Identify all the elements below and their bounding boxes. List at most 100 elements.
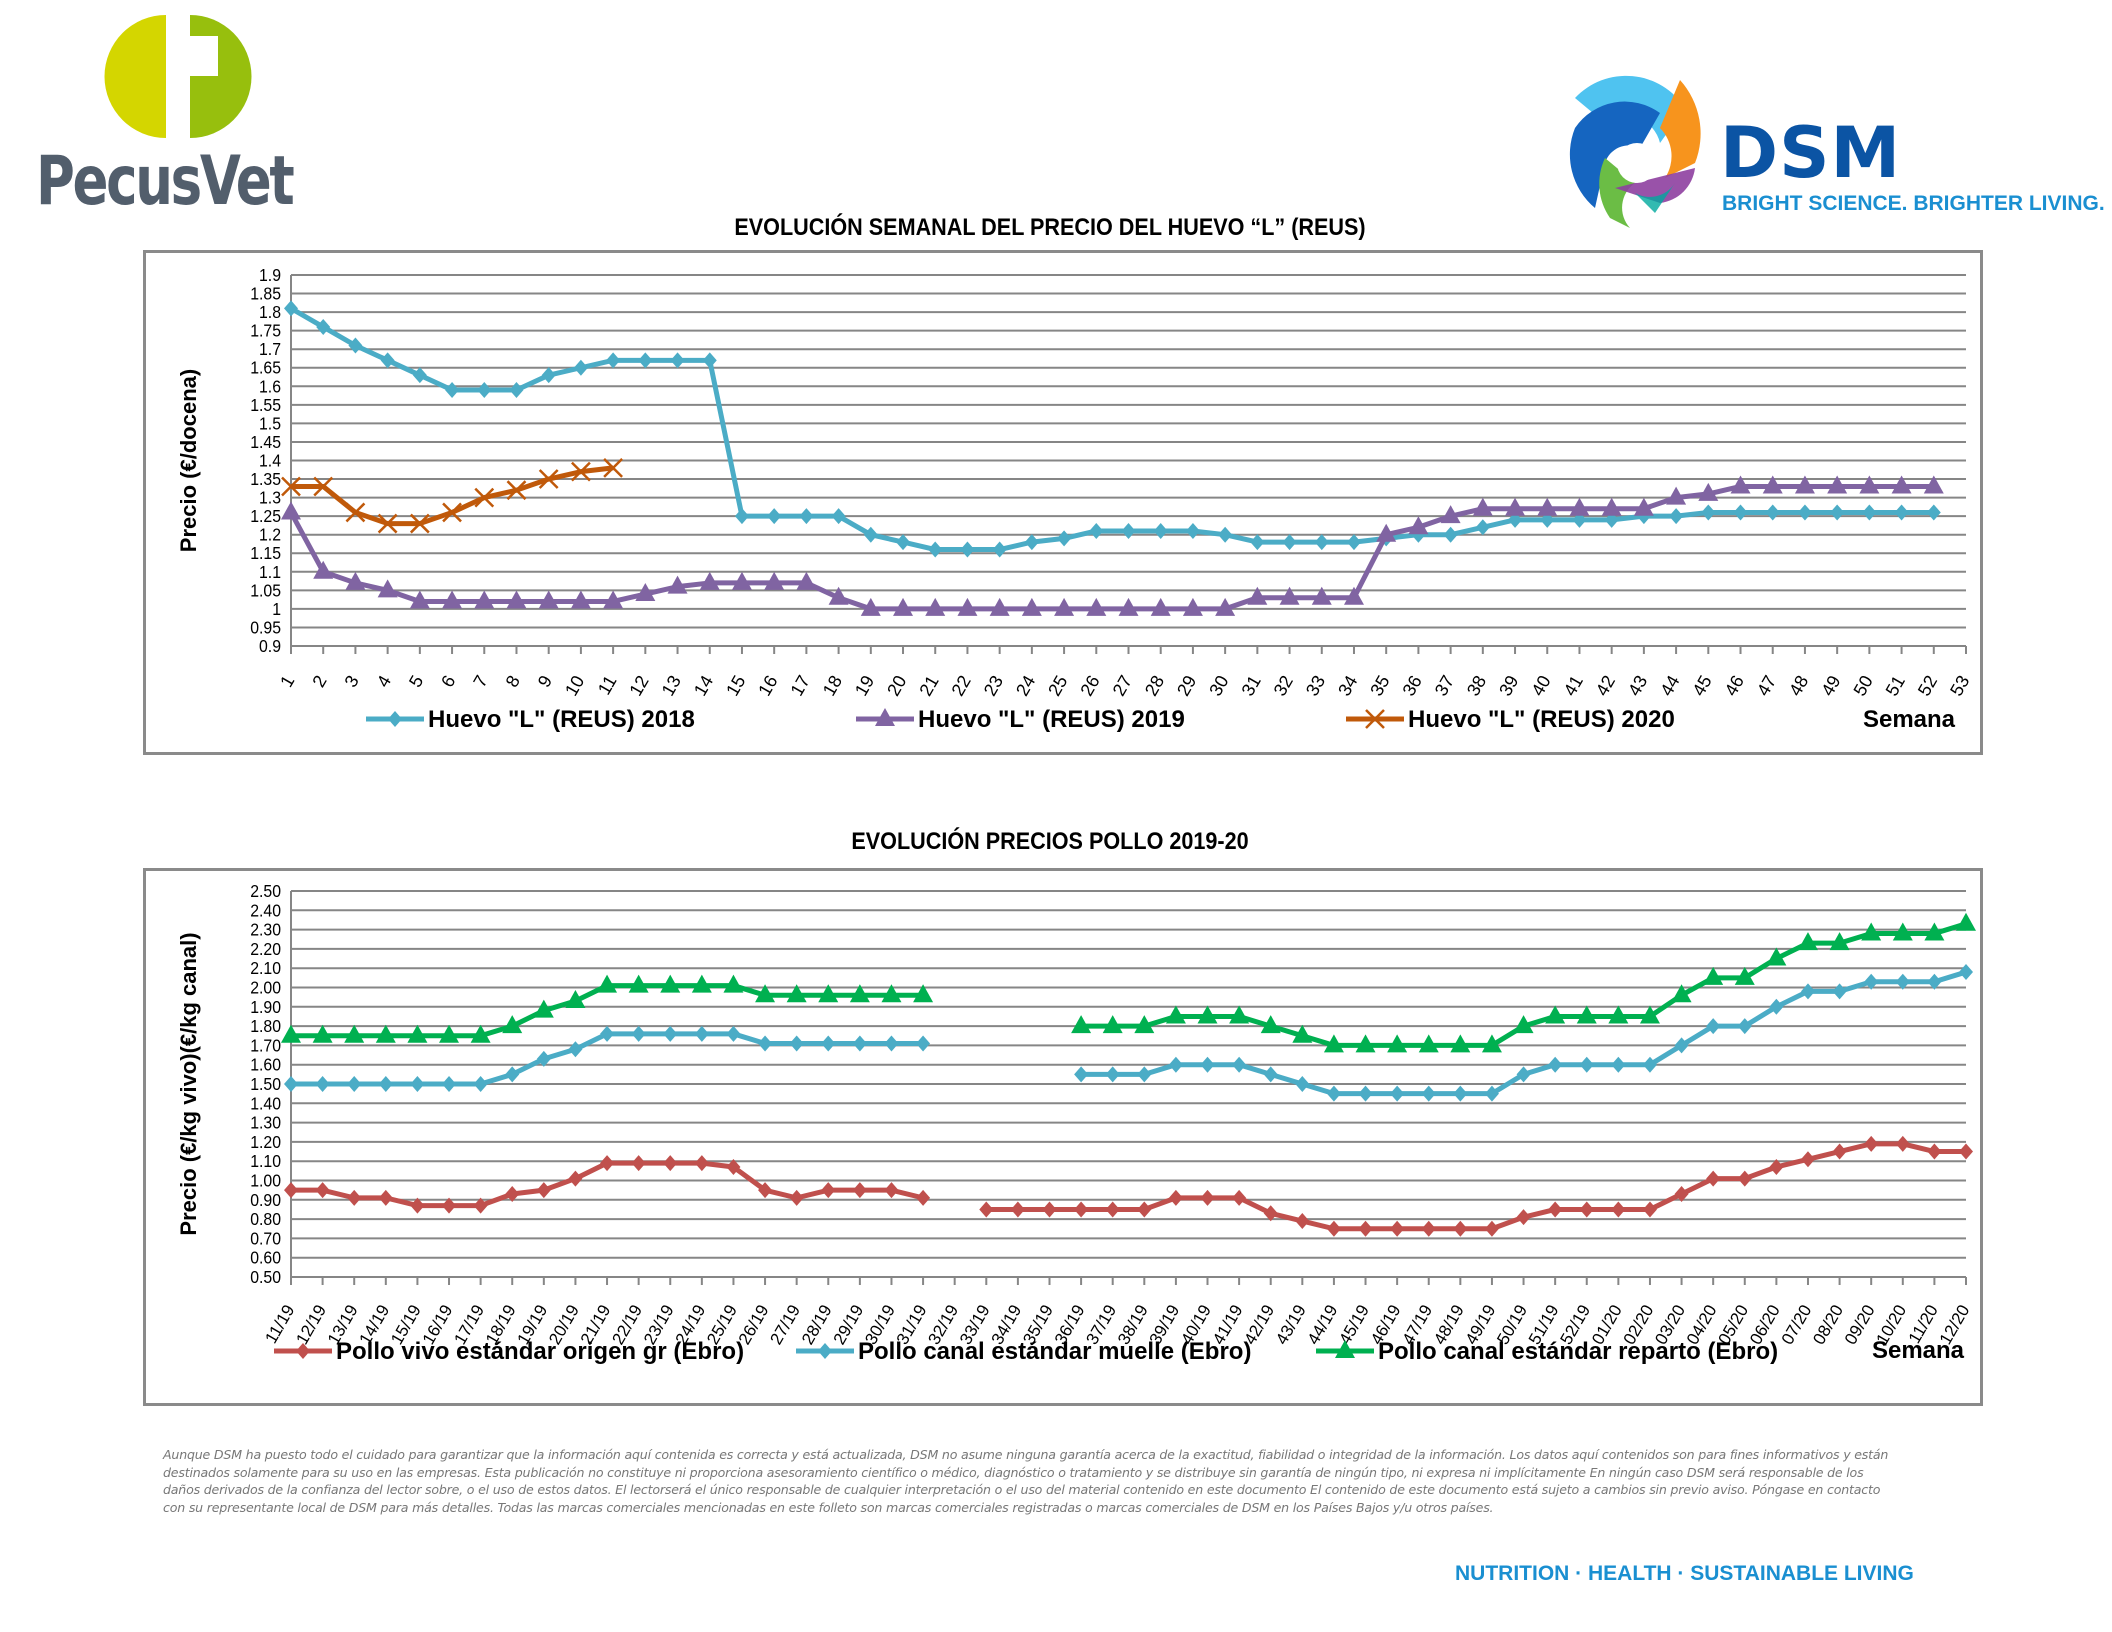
y-tick-label: 1.30	[250, 1113, 281, 1133]
data-point	[896, 534, 911, 551]
data-point	[723, 974, 744, 993]
data-point	[1548, 1201, 1563, 1218]
data-point	[1734, 966, 1755, 985]
y-tick-label: 2.10	[250, 958, 281, 978]
data-point	[631, 1155, 646, 1172]
data-point	[758, 1035, 773, 1052]
data-point	[786, 984, 807, 1003]
data-point	[1891, 475, 1912, 494]
data-point	[344, 1024, 365, 1043]
data-point	[603, 590, 624, 609]
data-point	[1165, 1005, 1186, 1024]
y-tick-label: 1.40	[250, 1093, 281, 1113]
y-tick-label: 2.00	[250, 978, 281, 998]
data-point	[538, 590, 559, 609]
data-point	[281, 1024, 301, 1043]
data-point	[796, 571, 817, 590]
data-point	[1604, 511, 1619, 528]
data-point	[1569, 497, 1590, 516]
y-tick-label: 1.8	[259, 302, 281, 322]
data-point	[667, 575, 688, 594]
data-point	[409, 513, 430, 534]
y-tick-label: 1.85	[250, 284, 281, 304]
data-point	[916, 1189, 931, 1206]
data-point	[1579, 1056, 1594, 1073]
y-tick-label: 1.10	[250, 1151, 281, 1171]
data-point	[1250, 534, 1265, 551]
data-point	[315, 1182, 330, 1199]
x-tick-label: 18	[819, 672, 846, 699]
data-point	[284, 300, 298, 317]
x-tick-label: 35	[1366, 672, 1393, 699]
data-point	[1358, 1085, 1373, 1102]
data-point	[1762, 475, 1783, 494]
x-tick-label: 52	[1914, 672, 1941, 699]
y-tick-label: 1.15	[250, 543, 281, 563]
gridlines	[291, 890, 1966, 1278]
y-tick-label: 1.75	[250, 321, 281, 341]
legend-marker	[388, 711, 402, 727]
data-point	[1042, 1201, 1057, 1218]
data-point	[1355, 1034, 1376, 1053]
x-tick-label: 41	[1560, 672, 1587, 699]
data-point	[568, 1041, 583, 1058]
data-point	[1218, 526, 1233, 543]
series-3	[281, 458, 623, 534]
x-tick-label: 6	[437, 672, 459, 691]
data-point	[1440, 505, 1461, 524]
data-point	[821, 1182, 836, 1199]
x-tick-label: 46	[1721, 672, 1748, 699]
data-point	[1959, 1143, 1973, 1160]
data-point	[1576, 1005, 1597, 1024]
x-tick-label: 1	[276, 672, 298, 691]
legend-marker	[1365, 709, 1385, 729]
data-point	[1326, 1085, 1341, 1102]
data-point	[1232, 1056, 1247, 1073]
data-point	[628, 974, 649, 993]
data-point	[442, 502, 462, 523]
pecusvet-p-icon	[104, 14, 252, 140]
data-point	[1215, 597, 1236, 616]
data-point	[505, 1186, 520, 1203]
data-point	[767, 508, 782, 525]
data-point	[638, 352, 653, 369]
data-point	[1537, 497, 1558, 516]
data-point	[1894, 504, 1909, 521]
y-tick-label: 1.50	[250, 1074, 281, 1094]
data-point	[1674, 1037, 1689, 1054]
data-point	[606, 352, 621, 369]
data-point	[1376, 523, 1397, 542]
data-point	[694, 1155, 709, 1172]
data-point	[442, 590, 463, 609]
chicken-chart: 0.50 0.60 0.70 0.80 0.90 1.00 1.10 1.20 1.30 1.40…	[143, 868, 1983, 1406]
data-point	[1701, 504, 1716, 521]
data-point	[541, 367, 556, 384]
data-point	[1074, 1201, 1089, 1218]
series-1	[284, 1135, 1973, 1237]
data-point	[1408, 516, 1429, 535]
data-point	[347, 1076, 362, 1092]
data-point	[1323, 1034, 1344, 1053]
data-point	[1137, 1201, 1152, 1218]
data-point	[849, 984, 870, 1003]
data-point	[533, 999, 554, 1018]
data-point	[1137, 1066, 1152, 1083]
data-point	[660, 974, 681, 993]
data-point	[1548, 1056, 1563, 1073]
data-point	[347, 1189, 362, 1206]
x-tick-label: 25	[1044, 672, 1071, 699]
data-point	[1314, 534, 1329, 551]
data-point	[1105, 1066, 1120, 1083]
y-tick-label: 1	[272, 599, 281, 619]
data-point	[1260, 1015, 1281, 1034]
y-tick-label: 1.5	[259, 413, 281, 433]
y-tick-label: 0.80	[250, 1209, 281, 1229]
data-point	[1443, 526, 1458, 543]
data-point	[992, 541, 1007, 558]
data-point	[568, 1170, 583, 1187]
data-point	[1800, 1151, 1815, 1168]
y-tick-label: 1.1	[259, 562, 281, 582]
x-tick-label: 37	[1431, 672, 1458, 699]
data-point	[1706, 1018, 1721, 1035]
x-tick-label: 27	[1109, 672, 1136, 699]
